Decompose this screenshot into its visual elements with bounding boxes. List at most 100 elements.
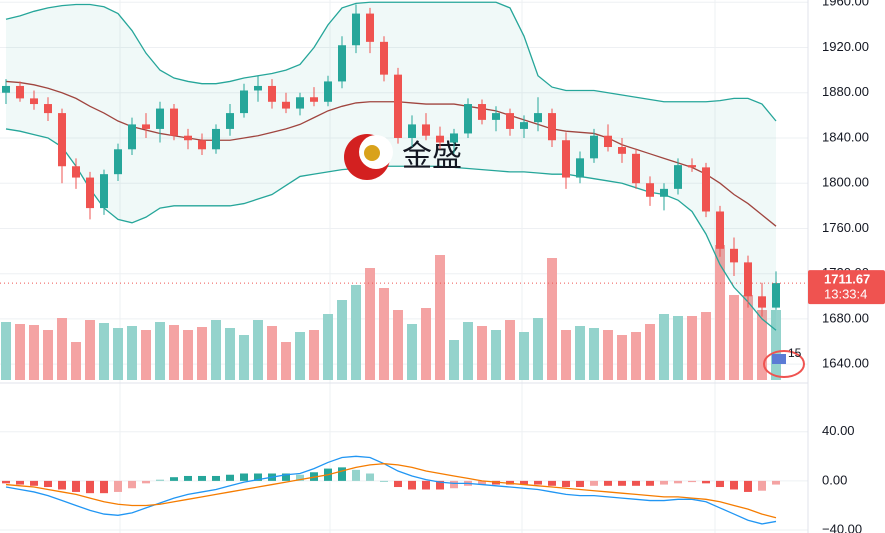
- candle-body: [758, 296, 766, 308]
- macd-hist: [618, 480, 626, 486]
- candle-body: [576, 158, 584, 178]
- macd-hist: [2, 480, 10, 484]
- candle-body: [548, 113, 556, 141]
- macd-hist: [16, 480, 24, 485]
- candle-body: [310, 97, 318, 102]
- candle-body: [170, 108, 178, 136]
- volume-bar: [211, 320, 221, 380]
- volume-bar: [337, 300, 347, 380]
- macd-hist: [674, 480, 682, 484]
- volume-bar: [323, 314, 333, 380]
- candle-body: [2, 85, 10, 93]
- volume-bar: [393, 310, 403, 380]
- volume-bar: [519, 332, 529, 380]
- volume-bar: [463, 322, 473, 380]
- candle-body: [114, 149, 122, 175]
- macd-hist: [744, 480, 752, 492]
- volume-bar: [183, 330, 193, 380]
- candle-body: [702, 167, 710, 212]
- y-tick-label: 1840.00: [822, 129, 869, 144]
- candle-body: [730, 248, 738, 263]
- volume-bar: [15, 324, 25, 380]
- badge-icon: [763, 350, 805, 378]
- volume-bar: [155, 322, 165, 380]
- volume-bar: [197, 327, 207, 380]
- badge-text: 15: [788, 346, 802, 360]
- candle-body: [296, 97, 304, 109]
- candle-body: [618, 147, 626, 154]
- macd-hist: [422, 480, 430, 490]
- last-price-label: 1711.67: [824, 272, 870, 287]
- macd-hist: [408, 480, 416, 490]
- macd-hist: [562, 480, 570, 488]
- y-tick-label: −40.00: [822, 521, 862, 533]
- volume-bar: [407, 324, 417, 380]
- volume-bar: [99, 323, 109, 380]
- candles: [0, 4, 808, 317]
- macd-hist: [72, 480, 80, 492]
- macd-hist: [394, 480, 402, 488]
- macd-hist: [478, 480, 486, 485]
- y-tick-label: 1760.00: [822, 220, 869, 235]
- macd-hist: [184, 475, 192, 481]
- candle-body: [716, 211, 724, 249]
- volume-bar: [589, 328, 599, 380]
- candle-body: [30, 98, 38, 105]
- volume-bar: [113, 328, 123, 380]
- candle-body: [506, 113, 514, 129]
- candle-body: [198, 140, 206, 150]
- volume-bar: [281, 342, 291, 380]
- volume-bar: [379, 288, 389, 380]
- volume-bar: [85, 320, 95, 380]
- candle-body: [590, 135, 598, 159]
- candle-body: [282, 101, 290, 109]
- y-tick-label: 1880.00: [822, 84, 869, 99]
- volume-bar: [267, 326, 277, 380]
- candle-body: [86, 177, 94, 209]
- volume-bar: [71, 342, 81, 380]
- volume-bar: [743, 295, 753, 380]
- candle-body: [352, 13, 360, 46]
- macd-hist: [282, 473, 290, 481]
- macd-hist: [772, 480, 780, 485]
- volume-bar: [687, 316, 697, 380]
- volume-bar: [533, 318, 543, 380]
- macd-hist: [128, 480, 136, 489]
- y-tick-label: 1920.00: [822, 39, 869, 54]
- volume-bar: [771, 310, 781, 380]
- volume-bar: [561, 330, 571, 380]
- volume-bar: [575, 326, 585, 380]
- volume-bar: [659, 314, 669, 380]
- volume-bar: [673, 316, 683, 380]
- candle-body: [660, 188, 668, 197]
- candle-body: [436, 135, 444, 143]
- badge: 15: [763, 346, 805, 378]
- volume-bar: [491, 330, 501, 380]
- logo: [364, 145, 380, 161]
- candle-body: [380, 41, 388, 75]
- volume-bar: [169, 325, 179, 380]
- candle-body: [156, 108, 164, 129]
- volume-bar: [253, 320, 263, 380]
- volume-bar: [505, 320, 515, 380]
- macd-hist: [352, 469, 360, 481]
- macd-hist: [450, 480, 458, 489]
- candle-body: [408, 124, 416, 138]
- candle-body: [646, 183, 654, 197]
- candle-body: [338, 45, 346, 82]
- macd-hist: [338, 467, 346, 481]
- macd-hist: [716, 480, 724, 488]
- candle-body: [450, 133, 458, 143]
- axis-area: [808, 0, 885, 533]
- candle-body: [240, 90, 248, 114]
- volume-bar: [631, 332, 641, 380]
- candle-body: [128, 124, 136, 150]
- volume-bar: [617, 335, 627, 380]
- candle-body: [534, 113, 542, 123]
- y-tick-label: 1640.00: [822, 356, 869, 371]
- macd-hist: [254, 473, 262, 481]
- macd-hist: [758, 480, 766, 491]
- candle-body: [324, 81, 332, 102]
- candle-body: [268, 85, 276, 102]
